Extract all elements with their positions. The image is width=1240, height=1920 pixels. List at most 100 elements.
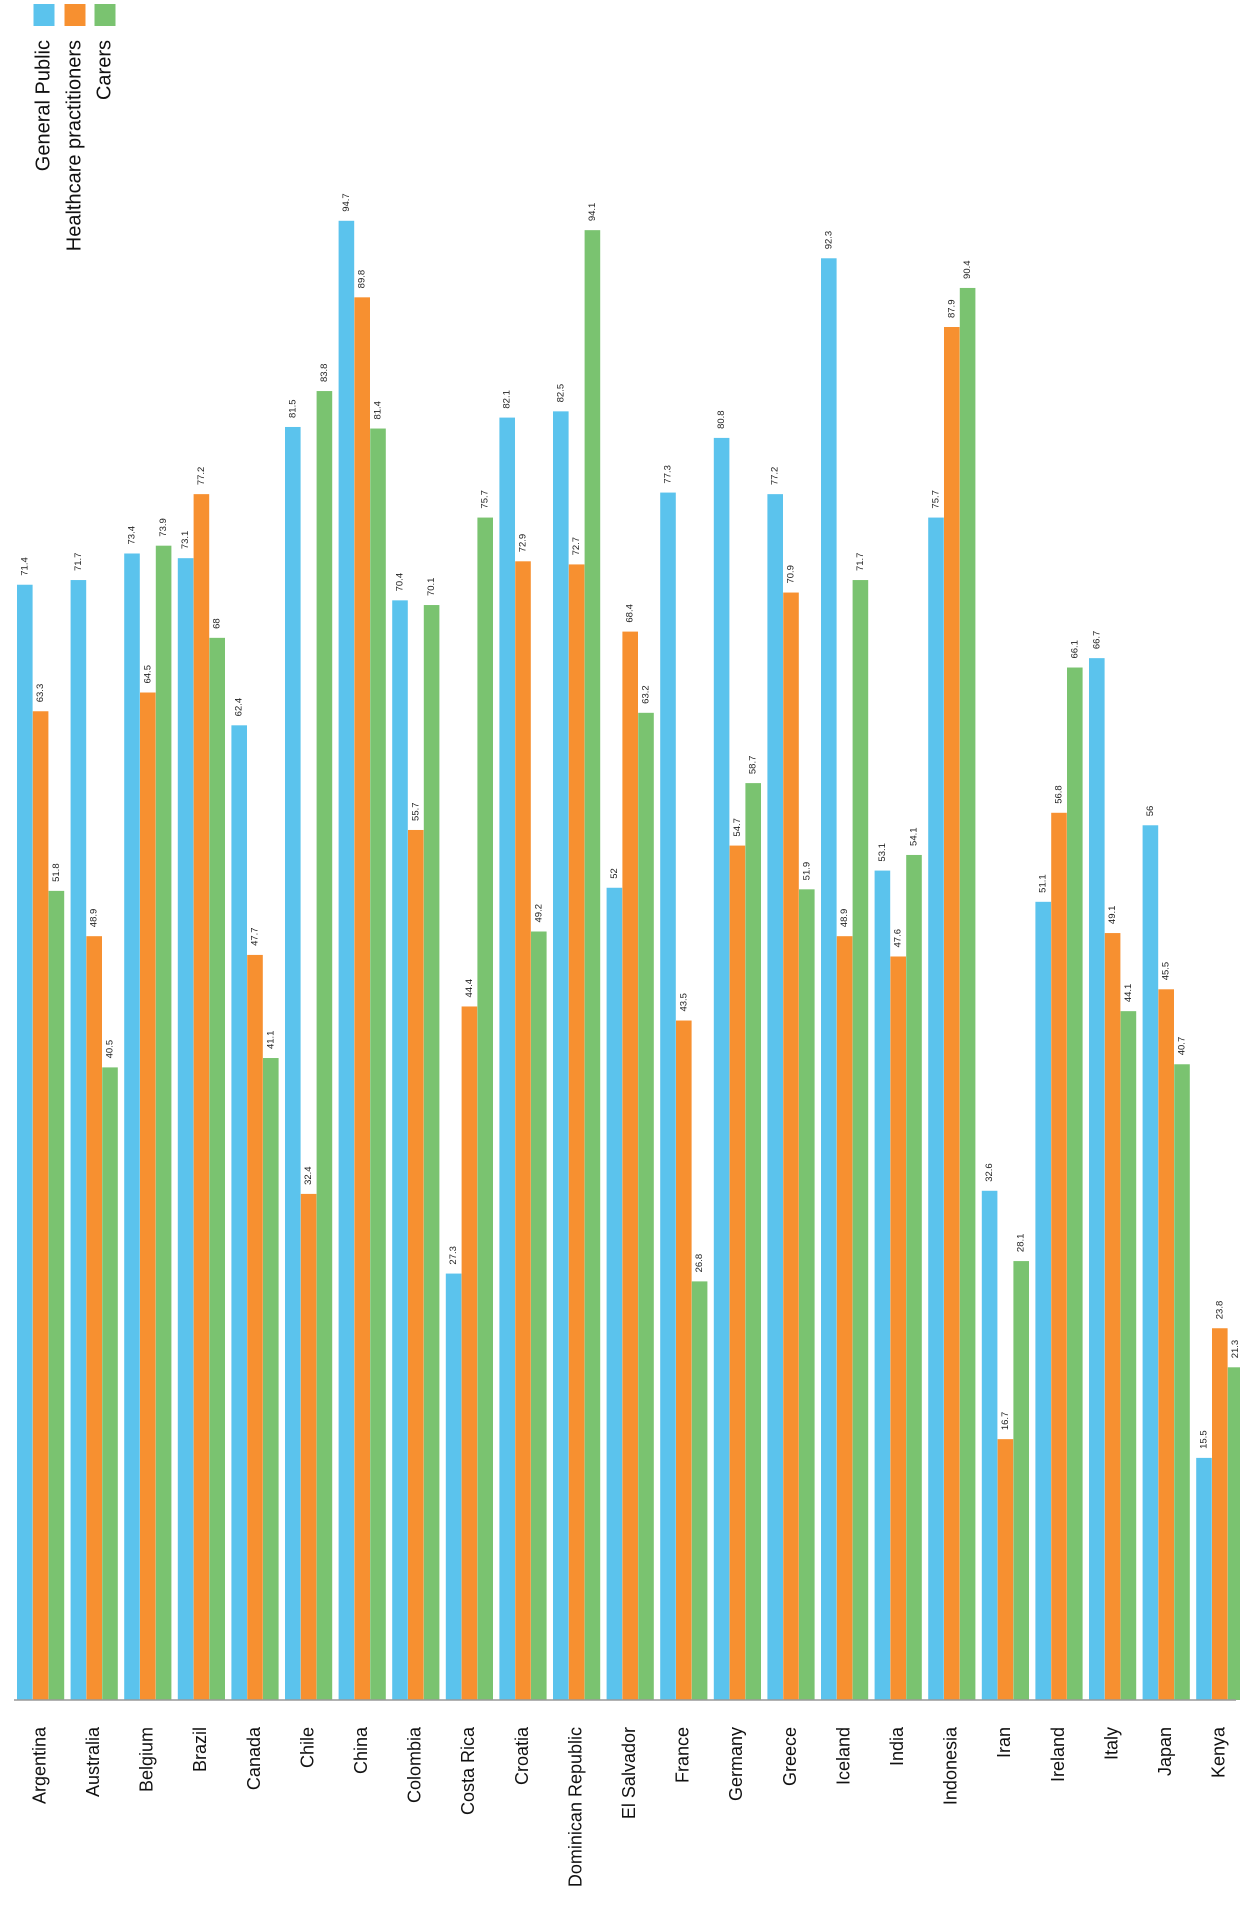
category-label-iran: Iran	[994, 1727, 1014, 1758]
bar-japan-carers	[1174, 1064, 1190, 1700]
bar-belgium-carers	[155, 545, 172, 1700]
bar-brazil-healthcare-practitioners	[193, 494, 210, 1700]
data-label-kenya-carers: 21.3	[1230, 1340, 1240, 1359]
data-labels: 71.4 63.3 51.8 71.7 48.9 40.5 73.4 64.5 73.9 73.1…	[19, 193, 1240, 1449]
category-label-indonesia: Indonesia	[941, 1726, 961, 1805]
bar-germany-general-public	[713, 437, 730, 1700]
category-label-dominican-republic: Dominican Republic	[565, 1727, 585, 1887]
bar-chile-carers	[316, 391, 333, 1701]
category-label-costa-rica: Costa Rica	[458, 1726, 478, 1815]
data-label-china-general-public: 94.7	[341, 193, 352, 212]
data-label-germany-carers: 58.7	[748, 756, 759, 775]
bar-kenya-healthcare-practitioners	[1212, 1328, 1228, 1700]
bar-italy-carers	[1120, 1011, 1137, 1700]
data-label-greece-carers: 51.9	[801, 862, 812, 881]
data-label-italy-carers: 44.1	[1123, 984, 1134, 1003]
data-label-el-salvador-general-public: 52	[609, 868, 620, 879]
data-label-india-carers: 54.1	[909, 827, 920, 846]
data-label-germany-general-public: 80.8	[716, 410, 727, 429]
data-label-croatia-carers: 49.2	[533, 904, 544, 923]
data-label-canada-general-public: 62.4	[234, 698, 245, 717]
data-label-dominican-republic-carers: 94.1	[587, 203, 598, 222]
data-label-dominican-republic-general-public: 82.5	[555, 384, 566, 403]
legend-label-healthcare-practitioners: Healthcare practitioners	[63, 40, 85, 251]
bar-australia-healthcare-practitioners	[86, 936, 102, 1700]
bar-marks	[17, 220, 1240, 1701]
data-label-costa-rica-carers: 75.7	[480, 490, 491, 509]
category-label-france: France	[673, 1727, 693, 1783]
bar-france-general-public	[660, 492, 676, 1701]
bar-argentina-general-public	[17, 584, 33, 1701]
data-label-japan-general-public: 56	[1145, 806, 1156, 817]
bar-ireland-general-public	[1035, 901, 1051, 1700]
bar-iceland-general-public	[821, 258, 837, 1701]
bar-greece-carers	[799, 889, 815, 1700]
bar-germany-healthcare-practitioners	[729, 845, 746, 1700]
bar-india-carers	[906, 854, 922, 1700]
bar-el-salvador-healthcare-practitioners	[622, 631, 638, 1700]
data-label-china-healthcare-practitioners: 89.8	[357, 270, 368, 289]
legend-swatch-general-public	[33, 4, 55, 26]
data-label-brazil-general-public: 73.1	[180, 531, 191, 550]
data-label-ireland-healthcare-practitioners: 56.8	[1054, 785, 1065, 804]
data-label-indonesia-carers: 90.4	[962, 260, 973, 279]
category-label-india: India	[887, 1726, 907, 1766]
bar-australia-general-public	[70, 580, 87, 1700]
bar-colombia-healthcare-practitioners	[408, 829, 424, 1700]
data-label-japan-carers: 40.7	[1177, 1037, 1188, 1056]
data-label-argentina-carers: 51.8	[51, 863, 62, 882]
data-label-germany-healthcare-practitioners: 54.7	[732, 818, 743, 837]
bar-greece-healthcare-practitioners	[783, 592, 799, 1700]
bar-croatia-carers	[531, 931, 547, 1700]
chart-legend: General Public Healthcare practitioners Ca…	[32, 4, 116, 251]
bar-iran-healthcare-practitioners	[997, 1439, 1014, 1700]
data-label-france-general-public: 77.3	[663, 465, 674, 484]
bar-brazil-carers	[209, 637, 225, 1700]
data-label-canada-carers: 41.1	[265, 1031, 276, 1050]
category-label-belgium: Belgium	[137, 1727, 157, 1792]
bar-chile-general-public	[285, 426, 301, 1701]
category-label-germany: Germany	[726, 1727, 746, 1801]
data-label-belgium-healthcare-practitioners: 64.5	[142, 665, 153, 684]
bar-china-general-public	[338, 220, 355, 1700]
data-label-ireland-general-public: 51.1	[1038, 874, 1049, 893]
data-label-australia-carers: 40.5	[105, 1040, 116, 1059]
bar-china-carers	[370, 428, 386, 1701]
data-label-brazil-healthcare-practitioners: 77.2	[196, 467, 207, 486]
data-label-italy-general-public: 66.7	[1091, 631, 1102, 650]
bar-dominican-republic-carers	[584, 230, 601, 1701]
data-label-croatia-general-public: 82.1	[502, 390, 513, 409]
data-label-japan-healthcare-practitioners: 45.5	[1161, 962, 1172, 981]
category-label-greece: Greece	[780, 1727, 800, 1786]
bar-ireland-carers	[1067, 667, 1083, 1700]
data-label-iceland-carers: 71.7	[855, 553, 866, 572]
bar-italy-healthcare-practitioners	[1104, 933, 1121, 1700]
bar-kenya-carers	[1227, 1367, 1240, 1700]
bar-canada-carers	[263, 1058, 279, 1700]
bar-iceland-carers	[852, 580, 869, 1700]
data-label-chile-carers: 83.8	[319, 364, 330, 383]
bar-italy-general-public	[1089, 658, 1105, 1700]
data-label-chile-healthcare-practitioners: 32.4	[303, 1166, 314, 1185]
bar-croatia-general-public	[499, 417, 515, 1700]
data-label-costa-rica-general-public: 27.3	[448, 1246, 459, 1265]
data-label-argentina-healthcare-practitioners: 63.3	[35, 684, 46, 703]
data-label-india-healthcare-practitioners: 47.6	[893, 929, 904, 948]
data-label-kenya-general-public: 15.5	[1199, 1430, 1210, 1449]
category-label-chile: Chile	[297, 1727, 317, 1768]
data-label-belgium-carers: 73.9	[158, 518, 169, 537]
category-label-canada: Canada	[244, 1726, 264, 1790]
data-label-iran-carers: 28.1	[1016, 1234, 1027, 1252]
bar-argentina-healthcare-practitioners	[32, 711, 49, 1700]
bar-colombia-carers	[423, 605, 440, 1700]
data-label-china-carers: 81.4	[373, 401, 384, 420]
bar-dominican-republic-healthcare-practitioners	[568, 564, 585, 1700]
data-label-france-carers: 26.8	[694, 1254, 705, 1273]
category-label-colombia: Colombia	[405, 1726, 425, 1803]
bar-dominican-republic-general-public	[553, 411, 569, 1701]
bar-kenya-general-public	[1196, 1457, 1212, 1700]
category-label-australia: Australia	[83, 1726, 103, 1797]
data-label-belgium-general-public: 73.4	[127, 526, 138, 545]
data-label-costa-rica-healthcare-practitioners: 44.4	[464, 979, 475, 998]
